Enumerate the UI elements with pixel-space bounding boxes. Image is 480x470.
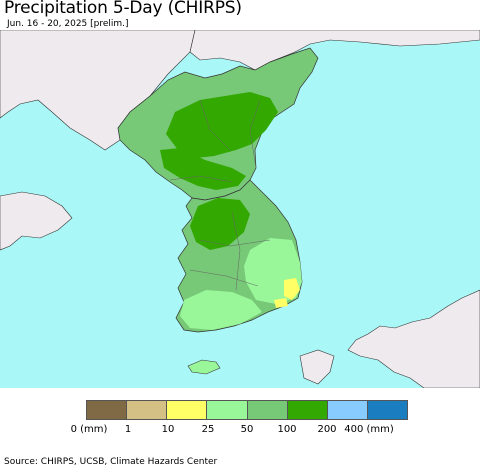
legend-label: 1 [124, 424, 132, 435]
legend-swatch [327, 401, 368, 419]
legend-swatch [127, 401, 168, 419]
precipitation-map [0, 30, 480, 388]
legend-labels: 0 (mm) 1 10 25 50 100 200 400 (mm) [0, 424, 480, 438]
legend-label: 200 [317, 424, 337, 435]
precip-patch-light [284, 278, 300, 300]
legend-swatch [207, 401, 248, 419]
legend-label: 25 [201, 424, 215, 435]
precip-patch-south [190, 198, 250, 250]
map-title: Precipitation 5-Day (CHIRPS) [4, 0, 242, 18]
source-credit: Source: CHIRPS, UCSB, Climate Hazards Ce… [4, 457, 218, 467]
japan-island [299, 349, 335, 385]
map-subtitle: Jun. 16 - 20, 2025 [prelim.] [7, 19, 129, 29]
legend-colorbar [86, 400, 408, 420]
precip-patch-central [160, 148, 246, 190]
precip-patch-southwest [180, 290, 262, 330]
map-canvas [0, 30, 480, 388]
jeju-island [187, 359, 221, 375]
province-borders [169, 99, 271, 291]
china-land [0, 30, 196, 151]
legend-swatch [167, 401, 208, 419]
legend-swatch [247, 401, 288, 419]
legend-label: 100 [277, 424, 297, 435]
legend-label: 0 (mm) [70, 424, 108, 435]
japan-land [347, 289, 480, 388]
shandong-land [0, 191, 73, 251]
legend-swatch [287, 401, 328, 419]
legend-label: 10 [161, 424, 175, 435]
legend-swatch [367, 401, 407, 419]
precip-patch-light-2 [274, 298, 288, 308]
precip-patch-north [166, 92, 278, 158]
legend-label: 400 (mm) [344, 424, 394, 435]
russia-land [189, 30, 480, 71]
legend-swatch [87, 401, 128, 419]
legend-label: 50 [240, 424, 254, 435]
